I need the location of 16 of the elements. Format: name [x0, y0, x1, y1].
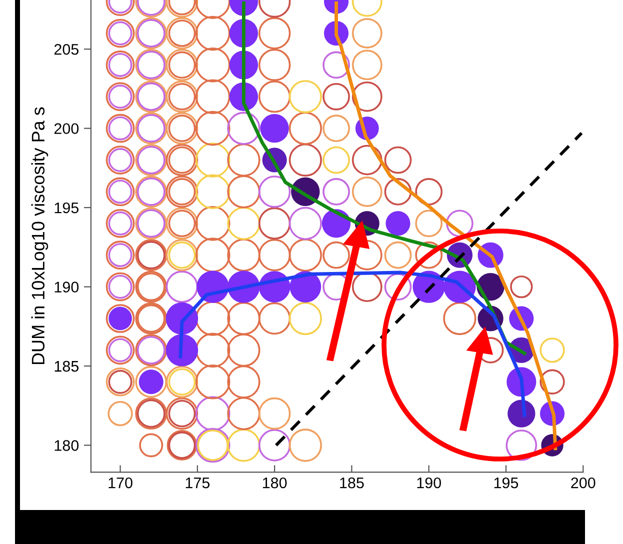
x-tick-label: 185	[340, 477, 364, 488]
point	[136, 272, 166, 302]
x-tick-label: 200	[571, 477, 596, 488]
y-tick-label: 195	[54, 202, 79, 214]
y-axis-title: DUM in 10xLog10 viscosity Pa s	[31, 107, 48, 364]
y-tick-label: 185	[54, 360, 79, 372]
point	[136, 304, 166, 333]
x-tick-label: 180	[262, 477, 287, 488]
x-tick-label: 175	[186, 478, 210, 488]
x-tick-label: 170	[108, 477, 132, 488]
y-tick-label: 205	[54, 44, 79, 55]
y-tick-label: 200	[54, 123, 79, 134]
y-tick-label: 180	[54, 440, 79, 451]
x-tick-label: 195	[494, 477, 518, 488]
x-tick-label: 190	[417, 477, 441, 488]
y-tick-label: 190	[54, 282, 79, 292]
